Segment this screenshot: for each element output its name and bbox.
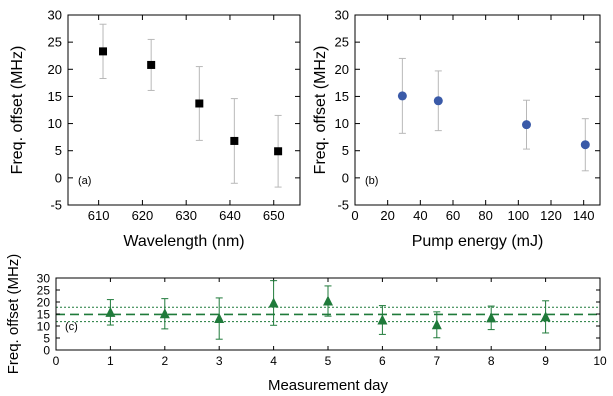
data-point	[99, 47, 108, 56]
data-point	[486, 312, 497, 323]
x-tick-label: 100	[507, 208, 529, 223]
x-tick-label: 140	[573, 208, 595, 223]
x-tick-label: 0	[351, 208, 358, 223]
panel-label: (c)	[65, 321, 78, 333]
data-point	[159, 308, 170, 319]
y-tick-label: 0	[55, 170, 62, 185]
y-axis-label: Freq. offset (MHz)	[5, 254, 22, 375]
x-tick-label: 20	[380, 208, 394, 223]
x-tick-label: 5	[325, 354, 332, 368]
y-tick-label: 20	[48, 62, 62, 77]
y-tick-label: -5	[50, 198, 62, 213]
data-point	[580, 140, 590, 150]
data-point	[522, 120, 531, 130]
data-point	[195, 99, 204, 108]
data-point	[268, 297, 279, 308]
y-tick-label: 0	[342, 170, 349, 185]
y-axis-label: Freq. offset (MHz)	[9, 46, 26, 175]
x-tick-label: 650	[263, 208, 285, 223]
x-tick-label: 60	[446, 208, 460, 223]
x-tick-label: 630	[175, 208, 197, 223]
x-axis-label: Measurement day	[268, 377, 389, 394]
x-tick-label: 120	[540, 208, 562, 223]
data-point	[397, 91, 407, 101]
data-point	[214, 313, 225, 324]
x-tick-label: 2	[161, 354, 168, 368]
y-tick-label: 0	[43, 344, 50, 358]
data-point	[433, 96, 443, 106]
plot-frame	[354, 14, 601, 206]
y-tick-label: 25	[335, 35, 349, 50]
x-tick-label: 8	[488, 354, 495, 368]
y-tick-label: 30	[335, 8, 349, 23]
y-tick-label: 15	[48, 89, 62, 104]
data-point	[274, 147, 283, 156]
x-tick-label: 9	[542, 354, 549, 368]
y-tick-label: 25	[48, 35, 62, 50]
y-tick-label: 10	[48, 116, 62, 131]
x-tick-label: 3	[216, 354, 223, 368]
x-tick-label: 640	[219, 208, 241, 223]
y-tick-label: -5	[337, 198, 349, 213]
y-tick-label: 30	[48, 8, 62, 23]
y-tick-label: 15	[37, 308, 51, 322]
panel-label: (a)	[78, 175, 91, 187]
y-tick-label: 5	[43, 332, 50, 346]
x-tick-label: 40	[413, 208, 427, 223]
x-axis-label: Pump energy (mJ)	[412, 233, 544, 250]
panel-label: (b)	[365, 175, 378, 187]
x-tick-label: 1	[107, 354, 114, 368]
y-tick-label: 20	[335, 62, 349, 77]
y-tick-label: 10	[335, 116, 349, 131]
data-point	[377, 314, 388, 325]
panel-a-plot: 610 620 630 640 650 -5 0 5 10 15 20 25 30 Wavelength …	[9, 8, 301, 250]
x-tick-label: 0	[53, 354, 60, 368]
x-tick-label: 7	[433, 354, 440, 368]
y-tick-label: 25	[37, 284, 51, 298]
y-tick-label: 30	[37, 272, 51, 286]
data-point	[105, 306, 116, 317]
y-tick-label: 5	[55, 143, 62, 158]
x-tick-label: 620	[132, 208, 154, 223]
plot-frame	[67, 14, 301, 206]
y-tick-label: 5	[342, 143, 349, 158]
x-tick-label: 4	[270, 354, 277, 368]
y-tick-label: 15	[335, 89, 349, 104]
y-tick-label: 20	[37, 296, 51, 310]
x-tick-label: 80	[478, 208, 492, 223]
data-point	[323, 295, 333, 306]
y-tick-label: 10	[37, 320, 51, 334]
data-point	[147, 60, 156, 69]
x-tick-label: 610	[88, 208, 110, 223]
x-tick-label: 6	[379, 354, 386, 368]
y-axis-label: Freq. offset (MHz)	[312, 46, 329, 175]
data-point	[431, 319, 442, 330]
data-point	[230, 136, 239, 145]
x-tick-label: 10	[593, 354, 607, 368]
data-point	[540, 311, 551, 322]
x-axis-label: Wavelength (nm)	[123, 233, 244, 250]
